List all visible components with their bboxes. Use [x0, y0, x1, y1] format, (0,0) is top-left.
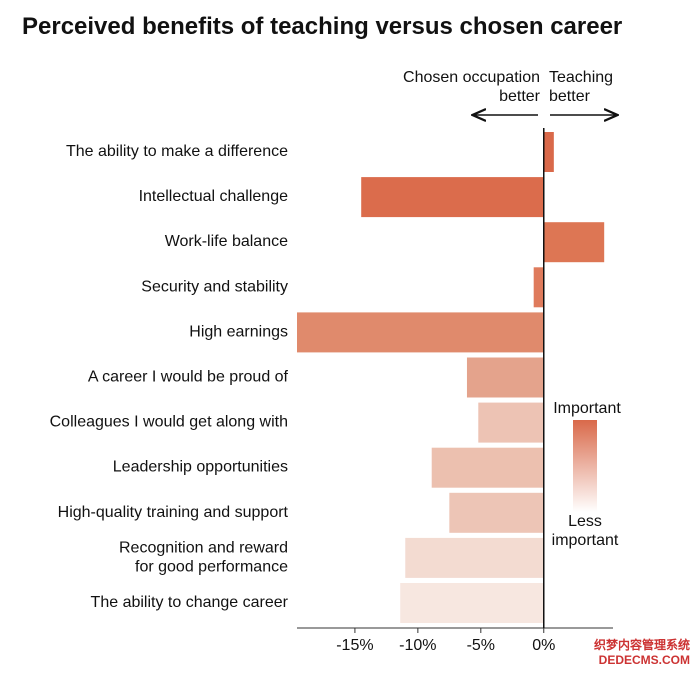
- y-tick-label: Colleagues I would get along with: [50, 414, 288, 431]
- bar: [543, 132, 554, 172]
- legend-label: Important: [553, 400, 621, 417]
- y-tick-label: The ability to make a difference: [66, 143, 288, 160]
- y-tick-label: Work-life balance: [165, 233, 288, 250]
- x-tick-label: -10%: [399, 637, 436, 654]
- x-tick-label: 0%: [532, 637, 555, 654]
- y-tick-label: Leadership opportunities: [113, 459, 288, 476]
- annotation: Teaching better: [549, 69, 613, 105]
- bar: [297, 312, 544, 353]
- x-tick-label: -15%: [336, 637, 373, 654]
- legend-gradient: [573, 420, 597, 512]
- bar: [543, 222, 605, 263]
- annotation: Chosen occupation better: [403, 69, 541, 105]
- bar: [405, 537, 544, 578]
- y-tick-label: High earnings: [189, 324, 288, 341]
- bar: [478, 402, 544, 443]
- bar: [400, 583, 544, 623]
- bar: [533, 267, 544, 308]
- watermark: DEDECMS.COM: [599, 653, 690, 667]
- bar: [431, 447, 544, 488]
- watermark: 织梦内容管理系统: [594, 637, 690, 652]
- y-tick-label: Intellectual challenge: [139, 188, 289, 205]
- bar: [449, 492, 544, 533]
- chart-title: Perceived benefits of teaching versus ch…: [22, 13, 622, 40]
- y-tick-label: A career I would be proud of: [88, 369, 289, 386]
- y-tick-label: The ability to change career: [91, 594, 289, 611]
- bar: [361, 177, 544, 218]
- y-tick-label: Recognition and reward for good performan…: [119, 540, 288, 576]
- y-tick-label: High-quality training and support: [58, 504, 289, 521]
- bar: [466, 357, 544, 398]
- y-tick-label: Security and stability: [141, 279, 288, 296]
- legend-label: Less important: [552, 513, 619, 549]
- x-tick-label: -5%: [467, 637, 495, 654]
